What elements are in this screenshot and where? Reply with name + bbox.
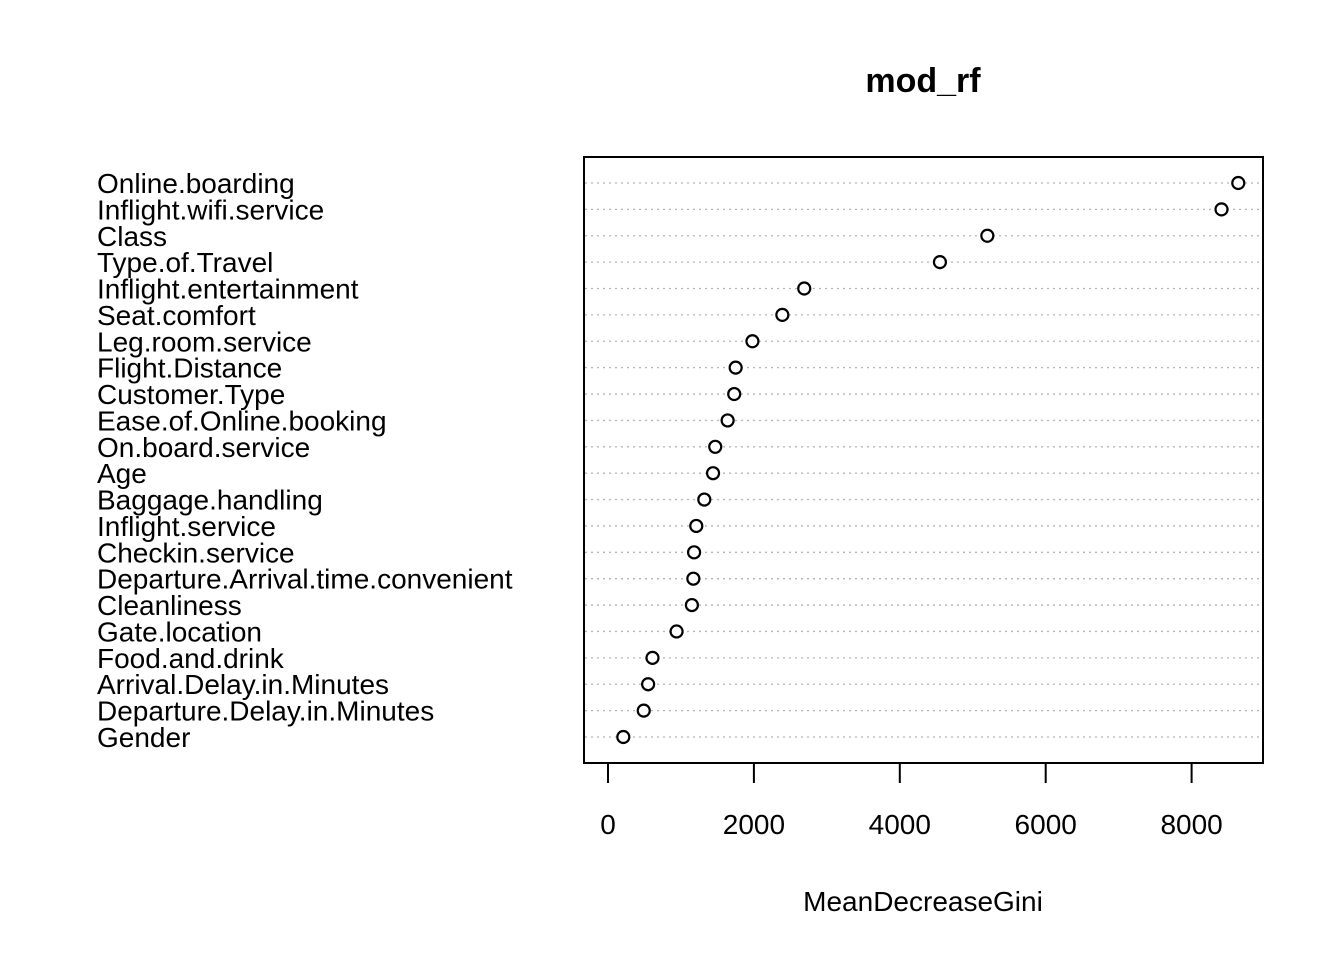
variable-label: Inflight.entertainment [97, 274, 359, 305]
data-point [775, 307, 790, 322]
grid-lines [585, 182, 1262, 738]
x-axis-title: MeanDecreaseGini [803, 886, 1043, 917]
variable-labels: Online.boardingInflight.wifi.serviceClas… [97, 168, 513, 753]
variable-label: Online.boarding [97, 168, 295, 199]
data-point [745, 334, 760, 349]
data-point [705, 466, 721, 481]
x-tick-label: 4000 [869, 809, 931, 840]
data-point [684, 597, 699, 613]
x-tick-label: 2000 [723, 809, 785, 840]
x-tick-label: 0 [600, 809, 616, 840]
variable-label: Gender [97, 722, 190, 753]
data-point [980, 228, 995, 243]
variable-label: Gate.location [97, 616, 262, 647]
plot-frame [583, 156, 1264, 764]
variable-label: Age [97, 458, 147, 489]
variable-label: Flight.Distance [97, 353, 282, 384]
data-point [641, 677, 656, 692]
variable-label: Customer.Type [97, 379, 285, 410]
x-axis: 0 2000 4000 6000 8000 [600, 762, 1223, 840]
variable-label: Inflight.wifi.service [97, 194, 324, 225]
variable-label: Arrival.Delay.in.Minutes [97, 669, 389, 700]
data-point [689, 518, 704, 534]
data-point [616, 729, 631, 745]
data-points [616, 175, 1246, 745]
data-point [708, 439, 723, 454]
data-point [669, 624, 684, 639]
x-tick-label: 8000 [1160, 809, 1222, 840]
variable-label: On.board.service [97, 432, 310, 463]
variable-label: Type.of.Travel [97, 247, 273, 278]
data-point [797, 281, 812, 296]
data-point [645, 650, 660, 665]
data-point [728, 360, 743, 375]
variable-label: Departure.Arrival.time.convenient [97, 564, 513, 595]
data-point [686, 571, 701, 586]
variable-label: Inflight.service [97, 511, 276, 542]
data-point [697, 492, 712, 507]
data-point [720, 413, 735, 428]
variable-label: Food.and.drink [97, 643, 285, 674]
variable-label: Class [97, 221, 167, 252]
chart-title: mod_rf [865, 62, 981, 100]
variable-label: Leg.room.service [97, 326, 312, 357]
variable-label: Ease.of.Online.booking [97, 405, 387, 436]
data-point [932, 255, 948, 270]
variable-label: Seat.comfort [97, 300, 256, 331]
data-point [686, 545, 702, 560]
variable-label: Baggage.handling [97, 485, 323, 516]
x-tick-label: 6000 [1015, 809, 1077, 840]
data-point [1231, 175, 1246, 191]
variable-label: Checkin.service [97, 537, 295, 568]
data-point [727, 386, 742, 402]
variable-label: Departure.Delay.in.Minutes [97, 696, 434, 727]
data-point [1214, 202, 1229, 217]
variable-label: Cleanliness [97, 590, 242, 621]
data-point [636, 703, 651, 718]
